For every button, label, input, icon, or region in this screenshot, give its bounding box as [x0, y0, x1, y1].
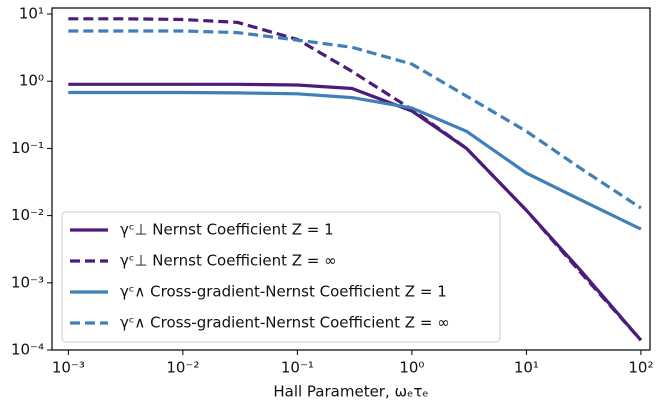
legend-label: γᶜ⊥ Nernst Coefficient Z = 1 — [120, 221, 334, 239]
y-tick-label: 10⁻⁴ — [11, 341, 44, 359]
legend: γᶜ⊥ Nernst Coefficient Z = 1 γᶜ⊥ Nernst C… — [61, 211, 501, 343]
series-line — [68, 17, 643, 342]
x-tick-label: 10⁻² — [166, 359, 199, 377]
x-tick-label: 10¹ — [514, 359, 539, 377]
y-tick-label: 10⁻³ — [11, 273, 44, 291]
y-tick-label: 10⁻¹ — [11, 139, 44, 157]
series-line — [68, 90, 642, 231]
y-tick-label: 10¹ — [19, 5, 44, 23]
y-tick-label: 10⁻² — [11, 206, 44, 224]
y-tick-label: 10⁰ — [19, 72, 44, 90]
series-line — [68, 29, 642, 210]
x-axis-label: Hall Parameter, ωₑτₑ — [273, 383, 428, 401]
plot-frame — [51, 7, 651, 351]
legend-label: γᶜ⊥ Nernst Coefficient Z = ∞ — [120, 252, 337, 270]
legend-box — [61, 211, 501, 343]
x-tick-label: 10² — [628, 359, 653, 377]
legend-label: γᶜ∧ Cross-gradient-Nernst Coefficient Z … — [120, 314, 450, 332]
x-tick-label: 10⁰ — [399, 359, 424, 377]
legend-label: γᶜ∧ Cross-gradient-Nernst Coefficient Z … — [120, 283, 447, 301]
x-tick-label: 10⁻³ — [52, 359, 85, 377]
x-tick-label: 10⁻¹ — [281, 359, 314, 377]
